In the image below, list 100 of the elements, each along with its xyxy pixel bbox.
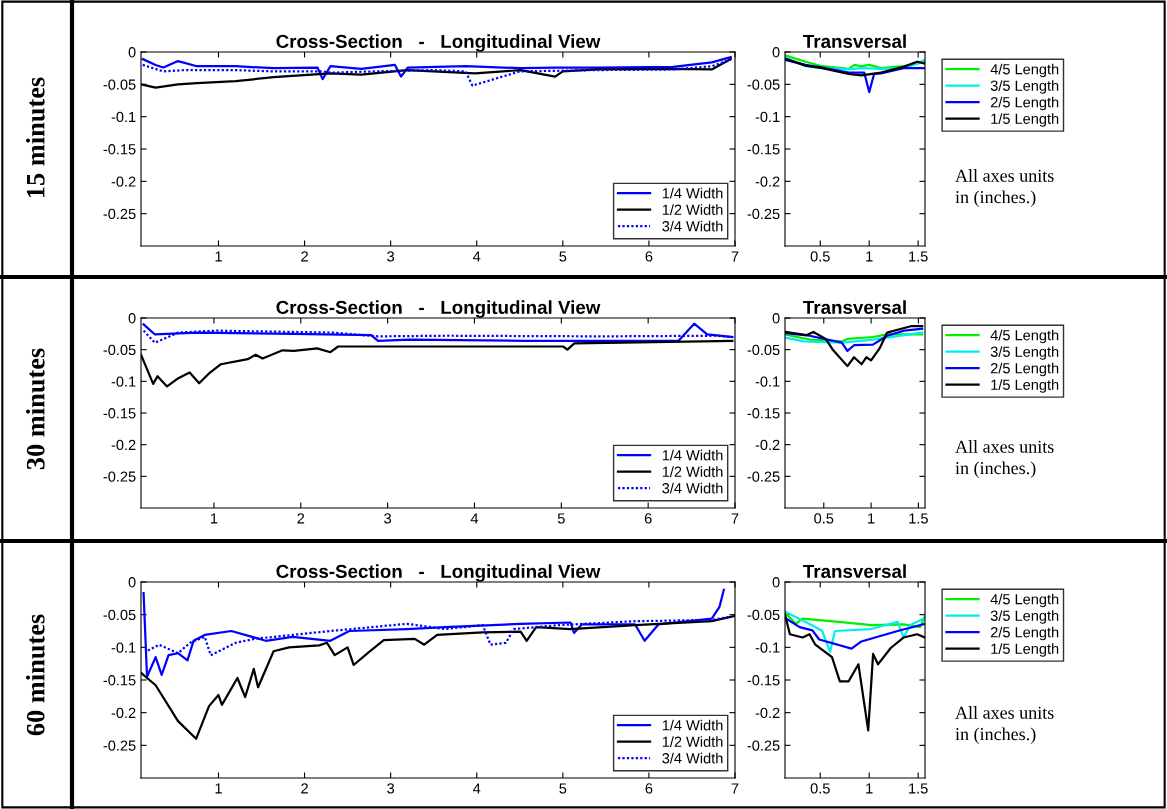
line-series [785, 610, 925, 654]
x-tick-label: 2 [297, 513, 305, 524]
y-tick-label: -0.2 [755, 176, 780, 187]
x-tick-label: 7 [731, 513, 739, 524]
chart-title: Transversal [803, 34, 906, 49]
legend-label: 1/4 Width [662, 187, 723, 199]
y-tick-label: -0.1 [111, 376, 136, 387]
legend-label: 1/2 Width [662, 736, 723, 747]
y-tick-label: -0.05 [747, 344, 780, 356]
chart-title: Cross-Section - Longitudinal View [276, 564, 601, 582]
x-tick-label: 2 [301, 251, 308, 262]
y-tick-label: -0.2 [755, 439, 780, 451]
y-tick-label: -0.2 [111, 176, 136, 187]
legend-label: 1/2 Width [662, 204, 723, 215]
legend-label: 1/5 Length [991, 113, 1059, 127]
x-tick-label: 1 [215, 783, 222, 794]
x-tick-label: 5 [557, 513, 565, 524]
x-tick-label: 1.5 [909, 251, 928, 262]
y-tick-label: -0.1 [111, 111, 136, 123]
y-tick-label: -0.25 [747, 208, 780, 220]
legend-label: 3/5 Length [990, 346, 1059, 360]
y-tick-label: -0.05 [747, 79, 780, 90]
legend-label: 4/5 Length [990, 63, 1059, 78]
x-tick-label: 5 [559, 251, 567, 262]
y-tick-label: 0 [128, 577, 136, 588]
legend-label: 2/5 Length [990, 96, 1059, 111]
line-series [785, 58, 925, 94]
text: 15 minutes [26, 77, 45, 198]
x-tick-label: 3 [387, 783, 395, 794]
legend-label: 3/5 Length [990, 80, 1059, 94]
text: 30 minutes [26, 348, 45, 470]
text: All axes units in (inches.) [955, 706, 1054, 744]
y-tick-label: -0.15 [747, 408, 780, 419]
y-tick-label: -0.1 [755, 111, 780, 123]
legend-label: 3/4 Width [662, 482, 723, 494]
text: All axes units in (inches.) [955, 169, 1054, 207]
y-tick-label: -0.1 [755, 376, 780, 387]
y-tick-label: -0.1 [111, 642, 136, 653]
text: All axes units in (inches.) [955, 440, 1054, 478]
line-series [785, 616, 925, 650]
x-tick-label: 6 [645, 783, 653, 794]
x-tick-label: 6 [645, 251, 653, 262]
y-tick-label: 0 [772, 313, 780, 324]
legend-label: 1/5 Length [991, 379, 1059, 393]
y-tick-label: 0 [772, 577, 780, 588]
x-tick-label: 7 [731, 783, 739, 794]
y-tick-label: -0.15 [747, 675, 780, 686]
y-tick-label: -0.25 [103, 471, 136, 482]
legend-label: 1/4 Width [662, 719, 723, 731]
x-tick-label: 2 [301, 783, 308, 794]
y-tick-label: -0.2 [755, 707, 780, 719]
x-tick-label: 1 [866, 783, 873, 794]
x-tick-label: 1 [868, 513, 875, 524]
x-tick-label: 0.5 [814, 513, 834, 524]
legend-label: 3/5 Length [990, 610, 1059, 624]
y-tick-label: -0.05 [103, 79, 136, 90]
y-tick-label: 0 [128, 47, 136, 58]
x-tick-label: 0.5 [810, 783, 830, 794]
legend-label: 2/5 Length [990, 362, 1059, 377]
x-tick-label: 3 [384, 513, 392, 524]
y-tick-label: -0.25 [103, 740, 136, 751]
line-series [142, 588, 725, 678]
chart-title: Transversal [803, 564, 906, 579]
legend-label: 1/5 Length [991, 643, 1059, 657]
chart-title: Cross-Section - Longitudinal View [276, 34, 601, 52]
y-tick-label: -0.2 [111, 439, 136, 451]
line-series [785, 327, 924, 353]
legend-label: 2/5 Length [990, 626, 1059, 641]
legend-label: 4/5 Length [990, 329, 1059, 344]
x-tick-label: 1 [211, 513, 218, 524]
legend-label: 4/5 Length [990, 593, 1059, 608]
x-tick-label: 7 [731, 251, 739, 262]
chart-title: Transversal [803, 300, 906, 315]
y-tick-label: -0.25 [747, 471, 780, 482]
y-tick-label: -0.15 [103, 144, 136, 155]
y-tick-label: -0.05 [103, 344, 136, 356]
x-tick-label: 4 [473, 783, 481, 794]
y-tick-label: -0.15 [103, 408, 136, 419]
x-tick-label: 0.5 [810, 251, 830, 262]
x-tick-label: 1 [215, 251, 222, 262]
legend-label: 3/4 Width [662, 220, 723, 232]
y-tick-label: -0.05 [103, 609, 136, 621]
x-tick-label: 4 [473, 251, 481, 262]
legend-label: 1/2 Width [662, 466, 723, 477]
y-tick-label: -0.15 [103, 675, 136, 686]
y-tick-label: -0.25 [747, 740, 780, 751]
line-series [785, 611, 925, 629]
x-tick-label: 1.5 [909, 513, 928, 524]
y-tick-label: -0.1 [755, 642, 780, 653]
y-tick-label: 0 [772, 47, 780, 58]
x-tick-label: 1 [866, 251, 873, 262]
legend-label: 1/4 Width [662, 449, 723, 461]
y-tick-label: -0.2 [111, 707, 136, 719]
chart-title: Cross-Section - Longitudinal View [276, 300, 601, 318]
x-tick-label: 5 [559, 783, 567, 794]
y-tick-label: -0.15 [747, 144, 780, 155]
y-tick-label: -0.25 [103, 208, 136, 220]
x-tick-label: 6 [644, 513, 652, 524]
y-tick-label: 0 [128, 313, 136, 324]
text: 60 minutes [26, 614, 45, 736]
